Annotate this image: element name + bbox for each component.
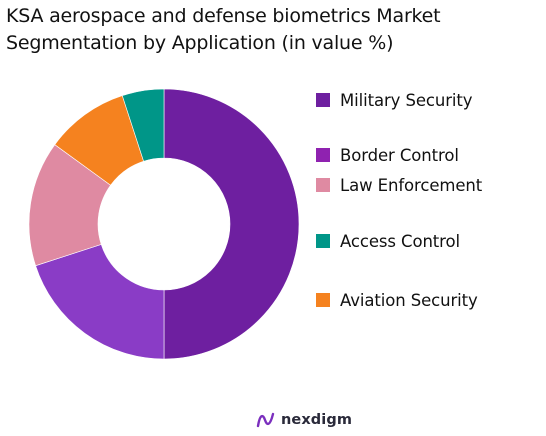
chart-title-line-2: Segmentation by Application (in value %) <box>6 32 394 54</box>
chart-title: KSA aerospace and defense biometrics Mar… <box>6 3 546 57</box>
donut-slice-aviation-security <box>121 88 165 162</box>
donut-slice-border-control <box>35 244 165 360</box>
nexdigm-logo-icon <box>256 412 275 428</box>
chart-title-line-1: KSA aerospace and defense biometrics Mar… <box>6 5 441 27</box>
nexdigm-logo-text: nexdigm <box>281 412 353 428</box>
nexdigm-logo: nexdigm <box>256 408 352 432</box>
donut-slice-military-security <box>163 88 300 360</box>
